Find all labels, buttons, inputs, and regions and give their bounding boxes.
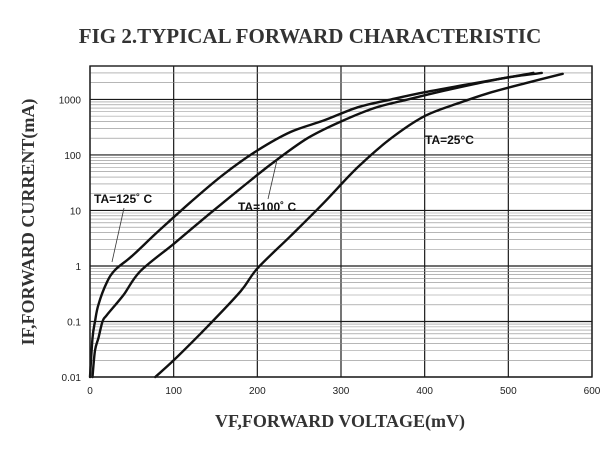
y-axis-label: IF,FORWARD CURRENT(mA) bbox=[18, 99, 39, 346]
x-tick-label-3: 300 bbox=[333, 386, 350, 397]
x-tick-label-5: 500 bbox=[500, 386, 517, 397]
y-tick-label-4: 100 bbox=[64, 151, 81, 162]
x-tick-label-1: 100 bbox=[165, 386, 182, 397]
y-tick-label-1: 0.1 bbox=[67, 317, 81, 328]
annotation-label-2: TA=25°C bbox=[425, 133, 474, 147]
x-axis-label: VF,FORWARD VOLTAGE(mV) bbox=[215, 411, 465, 432]
y-tick-label-0: 0.01 bbox=[62, 373, 82, 384]
x-tick-label-2: 200 bbox=[249, 386, 266, 397]
y-tick-label-2: 1 bbox=[75, 262, 81, 273]
y-tick-label-3: 10 bbox=[70, 206, 82, 217]
x-tick-label-4: 400 bbox=[416, 386, 433, 397]
x-tick-label-6: 600 bbox=[584, 386, 601, 397]
annotation-label-0: TA=125˚ C bbox=[94, 192, 152, 206]
y-tick-label-5: 1000 bbox=[59, 95, 82, 106]
annotation-label-1: TA=100˚ C bbox=[238, 200, 296, 214]
x-tick-label-0: 0 bbox=[87, 386, 93, 397]
chart-title: FIG 2.TYPICAL FORWARD CHARACTERISTIC bbox=[79, 24, 541, 48]
